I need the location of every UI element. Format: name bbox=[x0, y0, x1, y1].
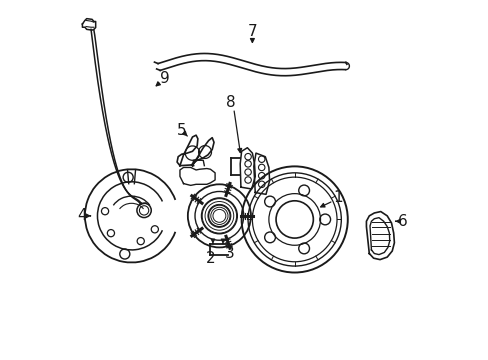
Text: 5: 5 bbox=[177, 123, 186, 138]
Text: 8: 8 bbox=[225, 95, 235, 111]
Text: 1: 1 bbox=[332, 190, 342, 206]
Text: 9: 9 bbox=[160, 71, 169, 86]
Text: 6: 6 bbox=[397, 214, 407, 229]
Text: 2: 2 bbox=[205, 251, 215, 266]
Text: 3: 3 bbox=[225, 246, 235, 261]
Text: 7: 7 bbox=[247, 24, 257, 39]
Text: 4: 4 bbox=[78, 208, 87, 223]
